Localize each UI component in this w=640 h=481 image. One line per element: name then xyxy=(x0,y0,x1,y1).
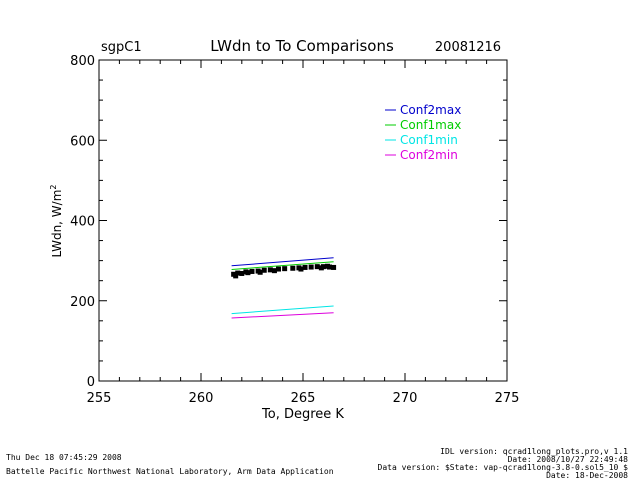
observation-point xyxy=(257,269,263,275)
axis-ticks: 255 260 265 270 275 0 200 400 600 800 xyxy=(70,54,519,406)
y-tick-label: 0 xyxy=(87,375,95,390)
x-tick-label: 255 xyxy=(87,391,112,406)
x-tick-label: 275 xyxy=(495,391,520,406)
observation-point xyxy=(245,270,251,276)
observation-point xyxy=(267,267,273,273)
legend-label-conf1max: Conf1max xyxy=(400,118,461,132)
footer-data-version: Data version: $State: vap-qcrad1long-3.8… xyxy=(377,463,628,472)
observation-point xyxy=(324,263,330,269)
y-axis-label-sup: 2 xyxy=(49,185,58,190)
observation-points xyxy=(231,263,337,279)
y-axis-label-text: LWdn, W/m xyxy=(50,190,64,258)
observation-point xyxy=(282,266,288,272)
chart-title: LWdn to To Comparisons xyxy=(210,37,394,55)
footer-idl-version: IDL version: qcrad1long_plots.pro,v 1.1 xyxy=(440,447,628,456)
x-axis-label: To, Degree K xyxy=(261,407,344,422)
series-line-conf2min xyxy=(231,312,334,319)
site-label: sgpC1 xyxy=(101,40,142,55)
series-lines xyxy=(231,257,334,319)
legend-label-conf2min: Conf2min xyxy=(400,148,458,162)
observation-point xyxy=(239,270,245,276)
series-line-conf1min xyxy=(231,305,334,315)
observation-point xyxy=(302,264,308,270)
observation-point xyxy=(276,266,282,272)
observation-point xyxy=(271,268,277,274)
observation-point xyxy=(308,264,314,270)
footer-org: Battelle Pacific Northwest National Labo… xyxy=(6,467,334,476)
footer-idl-date: Date: 2008/10/27 22:49:48 xyxy=(507,455,628,464)
x-tick-label: 260 xyxy=(189,391,214,406)
date-label: 20081216 xyxy=(435,40,501,55)
y-tick-label: 800 xyxy=(70,54,95,69)
x-tick-label: 265 xyxy=(291,391,316,406)
observation-point xyxy=(249,268,255,274)
observation-point xyxy=(290,265,296,271)
y-tick-label: 400 xyxy=(70,215,95,230)
observation-point xyxy=(331,264,337,270)
y-tick-label: 200 xyxy=(70,295,95,310)
footer-data-date: Date: 18-Dec-2008 xyxy=(546,471,628,480)
observation-point xyxy=(261,267,267,273)
observation-point xyxy=(318,265,324,271)
x-tick-label: 270 xyxy=(393,391,418,406)
series-line-conf2max xyxy=(231,257,334,267)
observation-point xyxy=(314,264,320,270)
y-tick-label: 600 xyxy=(70,134,95,149)
observation-point xyxy=(233,273,239,279)
observation-point xyxy=(298,266,304,272)
footer-timestamp: Thu Dec 18 07:45:29 2008 xyxy=(6,453,122,462)
observation-point xyxy=(235,270,241,276)
series-line-conf1max xyxy=(231,261,334,270)
legend-label-conf1min: Conf1min xyxy=(400,133,458,147)
y-axis-label: LWdn, W/m2 xyxy=(49,185,64,258)
legend-label-conf2max: Conf2max xyxy=(400,103,461,117)
